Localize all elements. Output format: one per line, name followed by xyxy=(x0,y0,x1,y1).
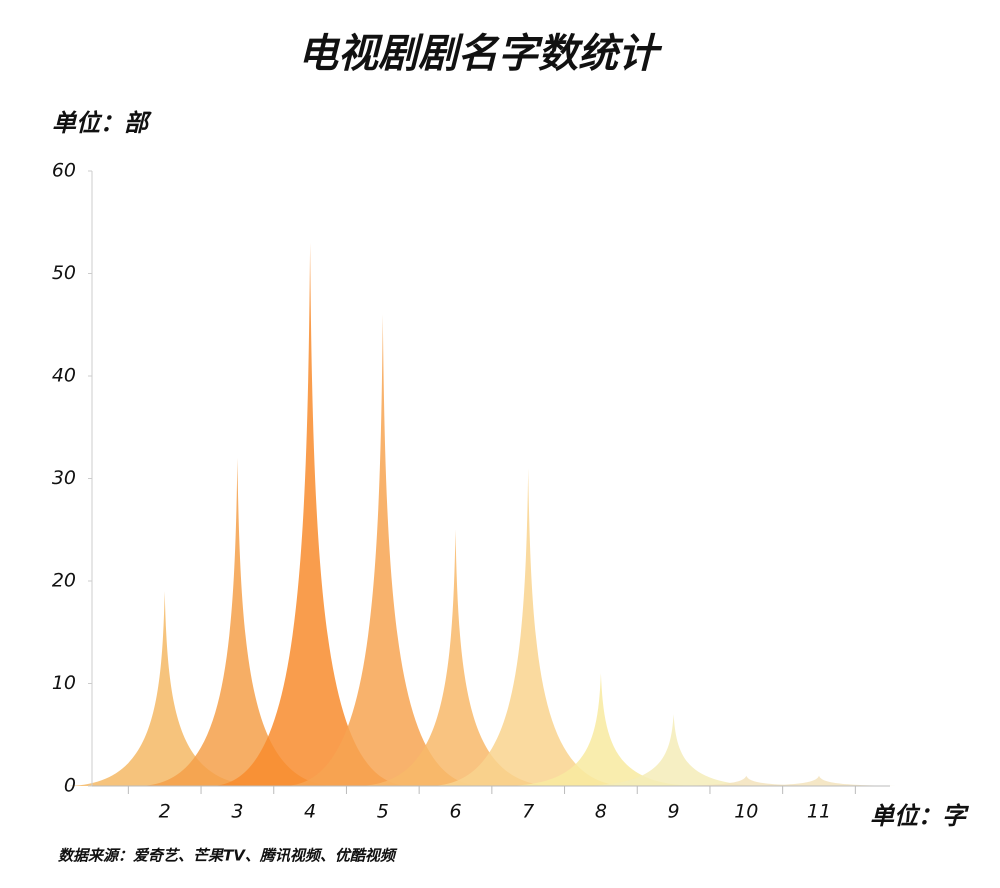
spike xyxy=(500,673,701,786)
x-tick-label: 2 xyxy=(159,801,171,823)
spike xyxy=(646,775,847,786)
x-tick-label: 4 xyxy=(304,801,316,823)
x-tick-label: 8 xyxy=(595,801,607,823)
spike xyxy=(355,529,556,786)
spike xyxy=(137,458,338,786)
y-axis-label: 单位：部 xyxy=(52,109,152,137)
x-tick-label: 9 xyxy=(668,801,680,823)
source-note: 数据来源：爱奇艺、芒果TV、腾讯视频、优酷视频 xyxy=(58,847,398,865)
spike xyxy=(719,775,919,786)
x-tick-label: 3 xyxy=(231,801,243,823)
spike xyxy=(573,714,774,786)
spike xyxy=(64,591,265,786)
spike xyxy=(428,468,629,786)
x-tick-label: 10 xyxy=(734,801,758,823)
spike xyxy=(282,314,483,786)
y-tick-label: 40 xyxy=(52,365,76,387)
y-tick-label: 30 xyxy=(52,467,76,489)
x-tick-label: 6 xyxy=(449,801,461,823)
x-axis-label: 单位：字 xyxy=(870,802,970,830)
x-tick-label: 11 xyxy=(807,801,831,823)
x-tick-label: 7 xyxy=(522,801,534,823)
y-tick-label: 0 xyxy=(64,775,76,797)
y-tick-label: 10 xyxy=(52,672,76,694)
spike xyxy=(210,242,411,786)
spikes xyxy=(64,242,919,786)
y-tick-label: 20 xyxy=(52,570,76,592)
y-tick-label: 50 xyxy=(52,262,76,284)
x-tick-label: 5 xyxy=(377,801,389,823)
chart-title: 电视剧剧名字数统计 xyxy=(298,31,663,77)
y-tick-label: 60 xyxy=(52,160,76,182)
